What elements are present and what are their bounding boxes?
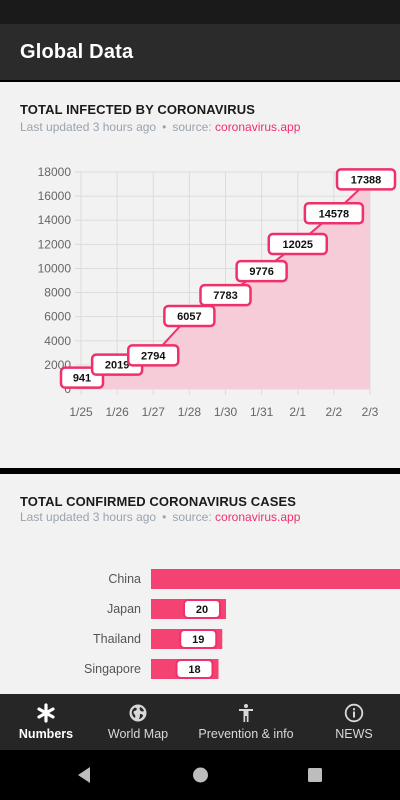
- y-tick-label: 6000: [44, 310, 71, 324]
- x-tick-label: 1/25: [69, 405, 93, 419]
- confirmed-card: TOTAL CONFIRMED CORONAVIRUS CASES Last u…: [0, 474, 400, 694]
- data-label-text: 19: [192, 634, 204, 646]
- data-label-box: [303, 202, 365, 225]
- app-bar: Global Data: [0, 24, 400, 80]
- data-label-text: 18: [188, 664, 200, 676]
- globe-icon: [129, 704, 147, 722]
- data-label: 6057: [163, 304, 216, 328]
- source-label: source:: [172, 120, 212, 134]
- data-label-text: 2794: [141, 350, 166, 362]
- y-tick-label: 10000: [38, 261, 72, 275]
- back-icon[interactable]: [76, 766, 92, 784]
- x-tick-label: 2/2: [326, 405, 343, 419]
- confirmed-card-title: TOTAL CONFIRMED CORONAVIRUS CASES: [20, 494, 297, 509]
- recents-icon[interactable]: [307, 766, 323, 784]
- x-tick-label: 1/27: [142, 405, 166, 419]
- nav-label-news: NEWS: [335, 727, 373, 741]
- asterisk-icon: [37, 703, 55, 723]
- data-label-box: [163, 304, 216, 328]
- info-icon: [344, 703, 364, 723]
- system-nav-bar: [0, 750, 400, 800]
- data-label: 12025: [267, 232, 328, 256]
- data-label-box: [235, 259, 288, 283]
- x-tick-label: 1/31: [250, 405, 274, 419]
- x-tick-label: 2/1: [289, 405, 306, 419]
- series-area: [81, 179, 370, 389]
- data-label-box: [335, 168, 397, 191]
- bar-category-label: Japan: [107, 602, 141, 616]
- y-tick-label: 8000: [44, 286, 71, 300]
- data-label-text: 7783: [213, 290, 237, 302]
- infected-card-subtitle: Last updated 3 hours ago • source: coronav…: [20, 120, 300, 134]
- x-tick-label: 1/28: [178, 405, 202, 419]
- bar-category-label: Thailand: [93, 632, 141, 646]
- home-icon[interactable]: [192, 766, 209, 784]
- data-label: 2794: [127, 344, 180, 367]
- data-label-box: [199, 283, 252, 307]
- source-link[interactable]: coronavirus.app: [215, 120, 301, 134]
- infected-card: TOTAL INFECTED BY CORONAVIRUS Last updat…: [0, 82, 400, 468]
- data-label-text: 941: [73, 373, 91, 385]
- nav-label-prevention: Prevention & info: [198, 727, 294, 741]
- data-label-text: 12025: [282, 239, 313, 251]
- confirmed-card-subtitle: Last updated 3 hours ago • source: coronav…: [20, 510, 300, 524]
- y-tick-label: 16000: [38, 189, 72, 203]
- status-bar: [0, 0, 400, 24]
- data-label: 7783: [199, 283, 252, 307]
- data-label-text: 14578: [319, 208, 350, 220]
- person-icon: [239, 704, 253, 722]
- data-label-box: [127, 344, 180, 367]
- separator-dot: •: [162, 510, 167, 524]
- source-link[interactable]: coronavirus.app: [215, 510, 301, 524]
- data-label: 17388: [335, 168, 397, 191]
- page-title: Global Data: [20, 40, 134, 63]
- data-label-box: [267, 232, 328, 256]
- data-label-box: [183, 599, 221, 619]
- data-label-box: [179, 629, 218, 649]
- infected-area-chart: 0200040006000800010000120001400016000180…: [38, 165, 397, 419]
- nav-label-world-map: World Map: [107, 727, 169, 741]
- bottom-nav: Numbers World Map Prevention & info NEWS: [0, 694, 400, 750]
- nav-item-world-map[interactable]: World Map: [92, 694, 184, 750]
- infected-card-title: TOTAL INFECTED BY CORONAVIRUS: [20, 102, 255, 117]
- data-label-text: 2019: [105, 360, 129, 372]
- confirmed-bar-chart: China17204Japan20Thailand19Singapore18: [84, 569, 400, 679]
- x-tick-label: 2/3: [362, 405, 379, 419]
- y-tick-label: 12000: [38, 237, 72, 251]
- y-tick-label: 18000: [38, 165, 72, 179]
- y-tick-label: 4000: [44, 334, 71, 348]
- last-updated-text: Last updated 3 hours ago: [20, 510, 157, 524]
- nav-item-news[interactable]: NEWS: [308, 694, 400, 750]
- x-tick-label: 1/26: [105, 405, 129, 419]
- data-label-box: [175, 659, 214, 679]
- separator-dot: •: [162, 120, 167, 134]
- data-label: 14578: [303, 202, 365, 225]
- bar-category-label: Singapore: [84, 662, 141, 676]
- data-label-text: 9776: [249, 266, 273, 278]
- data-label-text: 6057: [177, 311, 201, 323]
- data-label: 9776: [235, 259, 288, 283]
- bar: [151, 569, 400, 589]
- y-tick-label: 14000: [38, 213, 72, 227]
- data-label-text: 20: [196, 604, 208, 616]
- nav-item-numbers[interactable]: Numbers: [0, 694, 92, 750]
- data-label-text: 17388: [351, 174, 382, 186]
- source-label: source:: [172, 510, 212, 524]
- nav-label-numbers: Numbers: [18, 727, 74, 741]
- y-tick-label: 0: [64, 382, 71, 396]
- nav-item-prevention[interactable]: Prevention & info: [184, 694, 308, 750]
- last-updated-text: Last updated 3 hours ago: [20, 120, 157, 134]
- x-tick-label: 1/30: [214, 405, 238, 419]
- bar-category-label: China: [108, 572, 141, 586]
